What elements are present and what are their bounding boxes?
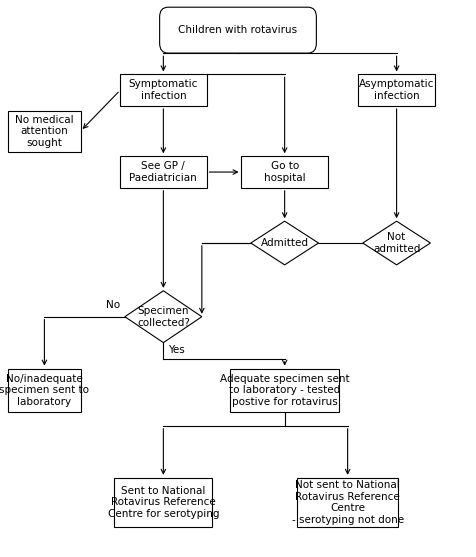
Text: Children with rotavirus: Children with rotavirus — [178, 25, 298, 35]
Bar — [8, 369, 80, 412]
Text: Not sent to National
Rotavirus Reference
Centre
- serotyping not done: Not sent to National Rotavirus Reference… — [292, 480, 404, 525]
Bar — [8, 111, 80, 152]
Text: Yes: Yes — [168, 345, 185, 355]
Bar — [298, 478, 398, 527]
Text: Symptomatic
infection: Symptomatic infection — [129, 80, 198, 101]
Text: No: No — [106, 300, 120, 310]
Text: Go to
hospital: Go to hospital — [264, 162, 306, 183]
FancyBboxPatch shape — [159, 7, 317, 53]
Text: No medical
attention
sought: No medical attention sought — [15, 115, 74, 148]
Polygon shape — [251, 221, 318, 265]
Text: Asymptomatic
infection: Asymptomatic infection — [359, 80, 434, 101]
Bar — [114, 478, 212, 527]
Polygon shape — [363, 221, 430, 265]
Text: Sent to National
Rotavirus Reference
Centre for serotyping: Sent to National Rotavirus Reference Cen… — [108, 486, 219, 519]
Bar — [358, 74, 435, 106]
Text: See GP /
Paediatrician: See GP / Paediatrician — [129, 162, 197, 183]
Bar — [120, 74, 207, 106]
Bar — [230, 369, 339, 412]
Text: Not
admitted: Not admitted — [373, 232, 420, 254]
Bar — [120, 156, 207, 188]
Text: Adequate specimen sent
to laboratory - tested
postive for rotavirus: Adequate specimen sent to laboratory - t… — [220, 374, 349, 407]
Bar — [241, 156, 328, 188]
Text: Specimen
collected?: Specimen collected? — [137, 306, 190, 328]
Polygon shape — [125, 291, 202, 343]
Text: No/inadequate
specimen sent to
laboratory: No/inadequate specimen sent to laborator… — [0, 374, 89, 407]
Text: Admitted: Admitted — [261, 238, 308, 248]
